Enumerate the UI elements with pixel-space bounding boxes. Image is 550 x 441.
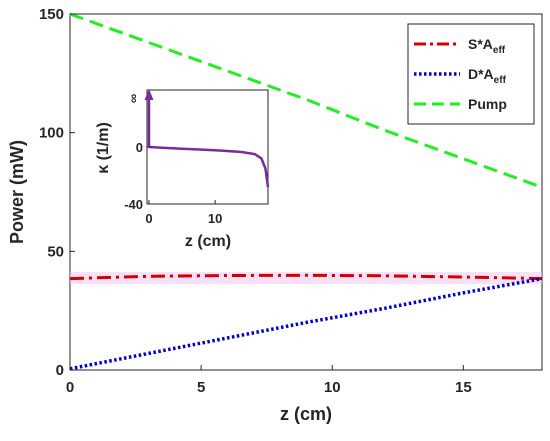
inset-series-group [148, 145, 270, 188]
x-tick-label: 5 [197, 379, 205, 396]
main-series-group [69, 12, 543, 371]
x-tick-label: 10 [324, 379, 341, 396]
x-tick-label: 15 [455, 379, 472, 396]
inset-y-tick-label: 0 [136, 140, 143, 155]
y-tick-label: 150 [39, 6, 64, 23]
inset-y-axis-label: κ (1/m) [95, 122, 112, 174]
x-axis-label: z (cm) [280, 404, 332, 424]
inset-plot: 0 10-400∞ κ (1/m) z (cm) [95, 89, 270, 250]
y-tick-label: 0 [56, 362, 64, 379]
legend: S*Aeff D*Aeff Pump [407, 23, 535, 125]
inset-y-tick-label: -40 [124, 197, 143, 212]
y-tick-label: 100 [39, 125, 64, 142]
y-tick-label: 50 [47, 243, 64, 260]
series-highlight-band [70, 272, 542, 284]
y-axis-label: Power (mW) [7, 140, 27, 244]
series-line-0 [69, 273, 543, 281]
legend-label-d: D*Aeff [468, 66, 507, 86]
series-line-1 [69, 276, 543, 371]
inset-y-tick-label-infinity: ∞ [127, 94, 142, 103]
x-tick-label: 0 [66, 379, 74, 396]
inset-x-axis-label: z (cm) [185, 233, 231, 250]
inset-x-tick-label: 0 [145, 211, 152, 226]
inset-series-line-0 [148, 145, 270, 188]
legend-label-s: S*Aeff [468, 36, 506, 56]
inset-x-tick-label: 10 [208, 211, 222, 226]
inset-infinity-arrowhead [144, 89, 154, 100]
inset-axes: 0 10-400∞ [124, 94, 222, 226]
legend-label-pump: Pump [468, 96, 507, 112]
